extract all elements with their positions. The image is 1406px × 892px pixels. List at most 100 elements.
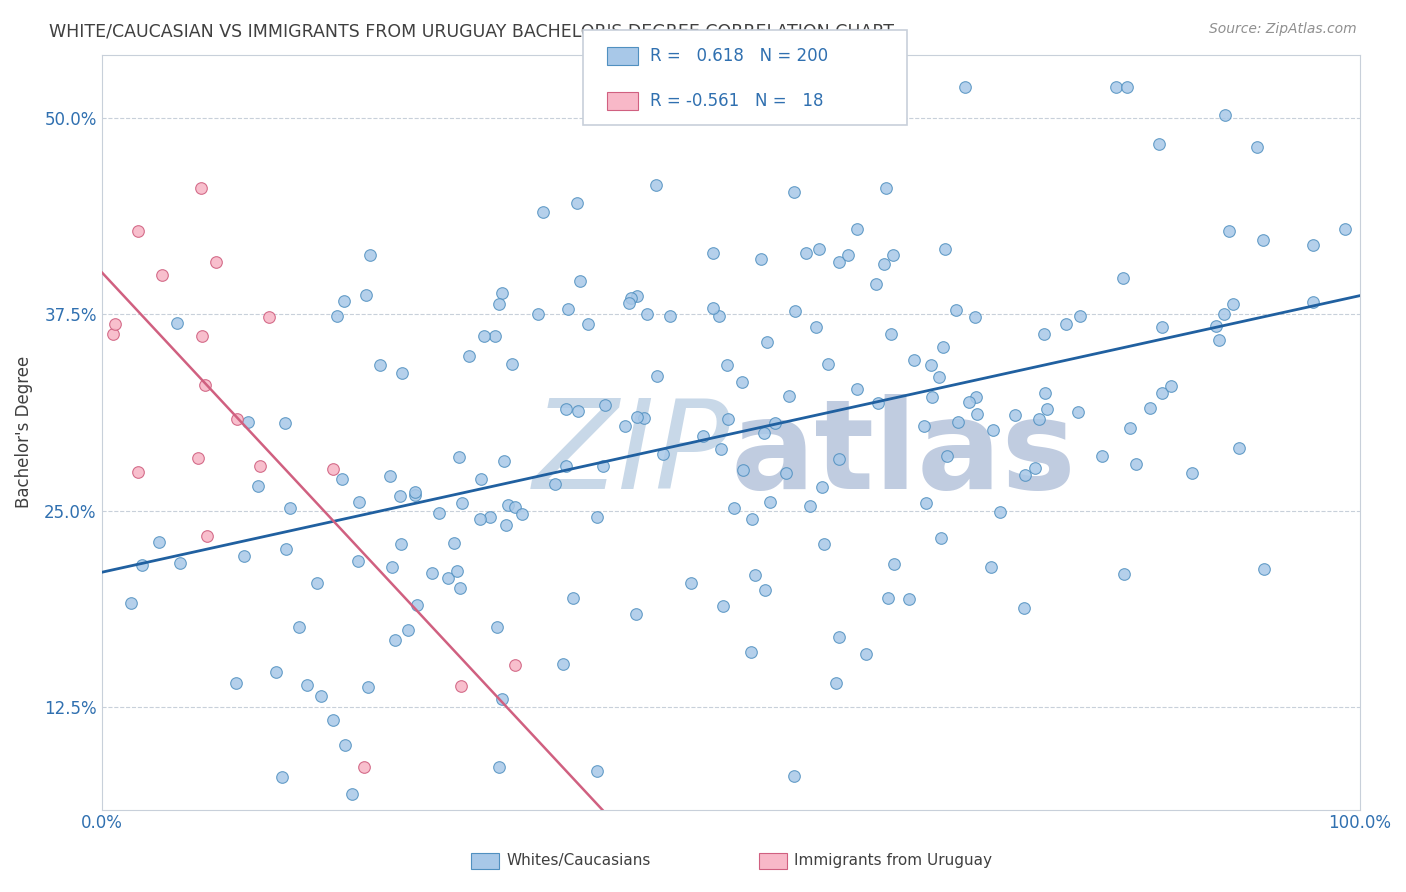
- Point: [752, 426, 775, 441]
- Point: [799, 499, 821, 513]
- Point: [875, 181, 897, 195]
- Point: [148, 535, 170, 549]
- Point: [1213, 307, 1236, 321]
- Point: [593, 398, 616, 412]
- Text: Immigrants from Uruguay: Immigrants from Uruguay: [794, 854, 993, 868]
- Point: [1302, 237, 1324, 252]
- Point: [205, 255, 228, 269]
- Point: [104, 317, 127, 331]
- Point: [488, 297, 510, 311]
- Point: [494, 454, 516, 468]
- Point: [882, 248, 904, 262]
- Point: [1119, 420, 1142, 434]
- Point: [1152, 319, 1174, 334]
- Point: [131, 558, 153, 572]
- Point: [404, 485, 426, 500]
- Point: [491, 286, 513, 301]
- Point: [576, 317, 599, 331]
- Point: [557, 301, 579, 316]
- Point: [932, 340, 955, 354]
- Point: [981, 423, 1004, 437]
- Point: [354, 288, 377, 302]
- Point: [225, 675, 247, 690]
- Point: [232, 549, 254, 563]
- Point: [1139, 401, 1161, 416]
- Point: [808, 242, 831, 256]
- Text: Source: ZipAtlas.com: Source: ZipAtlas.com: [1209, 22, 1357, 37]
- Point: [1032, 326, 1054, 341]
- Point: [287, 620, 309, 634]
- Point: [505, 500, 527, 514]
- Point: [756, 335, 779, 350]
- Point: [326, 309, 349, 323]
- Point: [988, 505, 1011, 519]
- Point: [585, 764, 607, 778]
- Point: [914, 419, 936, 434]
- Point: [226, 412, 249, 426]
- Point: [551, 657, 574, 672]
- Point: [1125, 457, 1147, 471]
- Point: [458, 349, 481, 363]
- Point: [120, 596, 142, 610]
- Point: [236, 415, 259, 429]
- Point: [702, 301, 724, 316]
- Point: [883, 557, 905, 571]
- Point: [1213, 107, 1236, 121]
- Point: [723, 501, 745, 516]
- Point: [567, 404, 589, 418]
- Text: Whites/Caucasians: Whites/Caucasians: [506, 854, 651, 868]
- Point: [659, 309, 682, 323]
- Point: [681, 576, 703, 591]
- Point: [503, 658, 526, 673]
- Point: [876, 591, 898, 605]
- Point: [620, 291, 643, 305]
- Point: [297, 678, 319, 692]
- Point: [645, 369, 668, 384]
- Point: [330, 472, 353, 486]
- Point: [368, 359, 391, 373]
- Point: [1066, 405, 1088, 419]
- Point: [845, 382, 868, 396]
- Point: [1205, 318, 1227, 333]
- Point: [866, 396, 889, 410]
- Point: [813, 537, 835, 551]
- Point: [957, 395, 980, 409]
- Point: [928, 370, 950, 384]
- Point: [259, 310, 281, 324]
- Point: [946, 415, 969, 429]
- Point: [340, 787, 363, 801]
- Point: [935, 450, 957, 464]
- Point: [127, 224, 149, 238]
- Point: [592, 458, 614, 473]
- Point: [636, 307, 658, 321]
- Point: [914, 495, 936, 509]
- Point: [775, 466, 797, 480]
- Point: [406, 598, 429, 612]
- Point: [710, 442, 733, 457]
- Point: [783, 768, 806, 782]
- Point: [1208, 334, 1230, 348]
- Point: [384, 632, 406, 647]
- Point: [626, 410, 648, 425]
- Point: [1246, 140, 1268, 154]
- Point: [880, 327, 903, 342]
- Point: [436, 571, 458, 585]
- Text: atlas: atlas: [731, 394, 1077, 516]
- Point: [486, 619, 509, 633]
- Point: [510, 507, 533, 521]
- Point: [955, 79, 977, 94]
- Point: [496, 498, 519, 512]
- Point: [744, 567, 766, 582]
- Point: [103, 326, 125, 341]
- Point: [346, 553, 368, 567]
- Point: [449, 581, 471, 595]
- Point: [865, 277, 887, 291]
- Point: [828, 630, 851, 644]
- Point: [396, 624, 419, 638]
- Point: [449, 450, 471, 464]
- Point: [702, 245, 724, 260]
- Point: [903, 353, 925, 368]
- Point: [754, 583, 776, 598]
- Point: [247, 479, 270, 493]
- Point: [763, 416, 786, 430]
